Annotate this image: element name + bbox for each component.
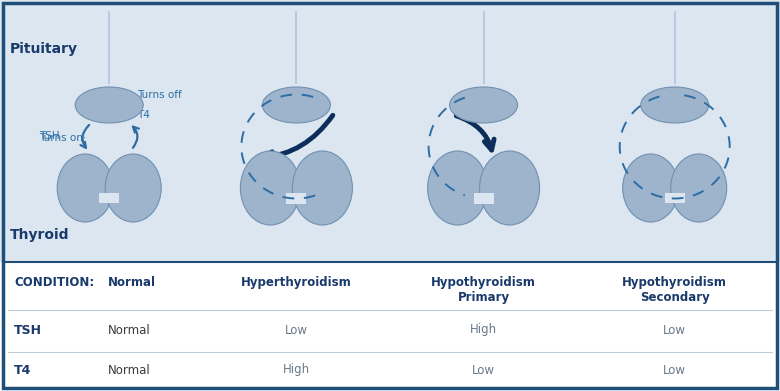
Text: High: High bbox=[470, 323, 497, 337]
Text: TSH: TSH bbox=[14, 323, 42, 337]
Bar bbox=[473, 193, 494, 204]
Ellipse shape bbox=[240, 151, 300, 225]
Ellipse shape bbox=[262, 87, 331, 123]
Text: Hypothyroidism
Primary: Hypothyroidism Primary bbox=[431, 276, 536, 304]
Ellipse shape bbox=[622, 154, 679, 222]
Text: T4: T4 bbox=[137, 110, 150, 120]
Ellipse shape bbox=[57, 154, 113, 222]
Text: Thyroid: Thyroid bbox=[10, 228, 69, 242]
Text: Low: Low bbox=[663, 323, 686, 337]
Ellipse shape bbox=[292, 151, 353, 225]
Bar bbox=[286, 193, 307, 204]
Text: Normal: Normal bbox=[108, 276, 156, 289]
Text: Hypothyroidism
Secondary: Hypothyroidism Secondary bbox=[622, 276, 727, 304]
Text: High: High bbox=[283, 364, 310, 377]
FancyBboxPatch shape bbox=[85, 175, 133, 201]
Text: Normal: Normal bbox=[108, 323, 151, 337]
Text: Low: Low bbox=[663, 364, 686, 377]
Bar bbox=[0, 262, 780, 391]
Ellipse shape bbox=[75, 87, 144, 123]
Bar bbox=[665, 193, 685, 203]
Text: Low: Low bbox=[472, 364, 495, 377]
Bar bbox=[99, 193, 119, 203]
Text: T4: T4 bbox=[14, 364, 31, 377]
Ellipse shape bbox=[671, 154, 727, 222]
Text: Normal: Normal bbox=[108, 364, 151, 377]
FancyBboxPatch shape bbox=[651, 175, 699, 201]
Ellipse shape bbox=[427, 151, 488, 225]
Text: Hyperthyroidism: Hyperthyroidism bbox=[241, 276, 352, 289]
Text: Low: Low bbox=[285, 323, 308, 337]
Ellipse shape bbox=[449, 87, 518, 123]
Text: Turns off: Turns off bbox=[137, 90, 182, 100]
Text: Turns on·: Turns on· bbox=[39, 133, 87, 143]
Text: Pituitary: Pituitary bbox=[10, 42, 78, 56]
Text: CONDITION:: CONDITION: bbox=[14, 276, 94, 289]
Ellipse shape bbox=[640, 87, 709, 123]
FancyBboxPatch shape bbox=[458, 174, 509, 202]
Ellipse shape bbox=[105, 154, 161, 222]
FancyBboxPatch shape bbox=[271, 174, 322, 202]
Text: TSH: TSH bbox=[39, 131, 60, 141]
Ellipse shape bbox=[480, 151, 540, 225]
